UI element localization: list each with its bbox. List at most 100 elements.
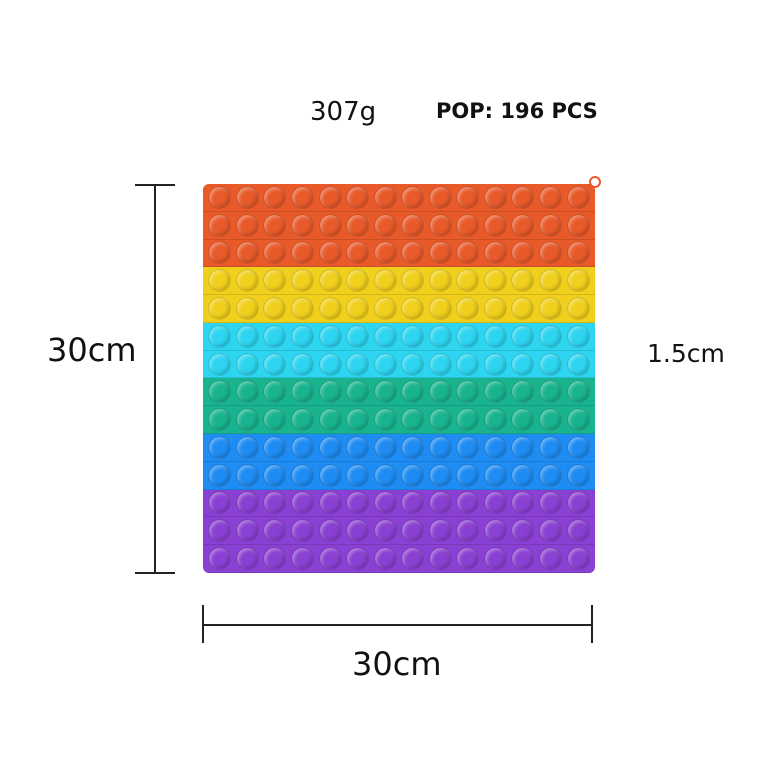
pop-bubble[interactable] bbox=[319, 214, 341, 236]
pop-bubble[interactable] bbox=[347, 325, 369, 347]
pop-bubble[interactable] bbox=[540, 520, 562, 542]
pop-bubble[interactable] bbox=[457, 436, 479, 458]
pop-bubble[interactable] bbox=[347, 548, 369, 570]
pop-bubble[interactable] bbox=[429, 409, 451, 431]
pop-bubble[interactable] bbox=[512, 186, 534, 208]
pop-bubble[interactable] bbox=[540, 242, 562, 264]
pop-bubble[interactable] bbox=[236, 242, 258, 264]
pop-bubble[interactable] bbox=[264, 464, 286, 486]
pop-bubble[interactable] bbox=[209, 214, 231, 236]
pop-bubble[interactable] bbox=[484, 214, 506, 236]
pop-bubble[interactable] bbox=[209, 270, 231, 292]
pop-bubble[interactable] bbox=[236, 409, 258, 431]
pop-bubble[interactable] bbox=[291, 381, 313, 403]
pop-bubble[interactable] bbox=[429, 353, 451, 375]
pop-bubble[interactable] bbox=[291, 186, 313, 208]
pop-bubble[interactable] bbox=[484, 548, 506, 570]
pop-bubble[interactable] bbox=[319, 464, 341, 486]
pop-bubble[interactable] bbox=[512, 520, 534, 542]
pop-bubble[interactable] bbox=[347, 381, 369, 403]
pop-bubble[interactable] bbox=[457, 548, 479, 570]
pop-bubble[interactable] bbox=[264, 492, 286, 514]
pop-bubble[interactable] bbox=[236, 464, 258, 486]
pop-bubble[interactable] bbox=[457, 464, 479, 486]
pop-bubble[interactable] bbox=[264, 242, 286, 264]
pop-bubble[interactable] bbox=[540, 353, 562, 375]
pop-bubble[interactable] bbox=[512, 409, 534, 431]
pop-bubble[interactable] bbox=[236, 325, 258, 347]
pop-bubble[interactable] bbox=[209, 325, 231, 347]
pop-bubble[interactable] bbox=[347, 409, 369, 431]
pop-bubble[interactable] bbox=[540, 409, 562, 431]
pop-bubble[interactable] bbox=[347, 298, 369, 320]
pop-bubble[interactable] bbox=[347, 242, 369, 264]
pop-bubble[interactable] bbox=[291, 353, 313, 375]
pop-bubble[interactable] bbox=[347, 186, 369, 208]
pop-bubble[interactable] bbox=[347, 436, 369, 458]
pop-bubble[interactable] bbox=[512, 242, 534, 264]
pop-bubble[interactable] bbox=[512, 270, 534, 292]
pop-bubble[interactable] bbox=[374, 464, 396, 486]
pop-bubble[interactable] bbox=[374, 186, 396, 208]
pop-bubble[interactable] bbox=[347, 270, 369, 292]
pop-bubble[interactable] bbox=[209, 520, 231, 542]
pop-bubble[interactable] bbox=[209, 464, 231, 486]
pop-bubble[interactable] bbox=[402, 409, 424, 431]
pop-bubble[interactable] bbox=[291, 436, 313, 458]
pop-bubble[interactable] bbox=[291, 464, 313, 486]
pop-bubble[interactable] bbox=[264, 270, 286, 292]
pop-bubble[interactable] bbox=[484, 381, 506, 403]
pop-bubble[interactable] bbox=[402, 186, 424, 208]
pop-bubble[interactable] bbox=[567, 409, 589, 431]
pop-bubble[interactable] bbox=[402, 381, 424, 403]
pop-bubble[interactable] bbox=[291, 409, 313, 431]
pop-bubble[interactable] bbox=[540, 492, 562, 514]
pop-bubble[interactable] bbox=[567, 436, 589, 458]
pop-bubble[interactable] bbox=[402, 214, 424, 236]
pop-bubble[interactable] bbox=[402, 353, 424, 375]
pop-bubble[interactable] bbox=[209, 409, 231, 431]
pop-bubble[interactable] bbox=[512, 325, 534, 347]
pop-bubble[interactable] bbox=[236, 436, 258, 458]
pop-bubble[interactable] bbox=[347, 214, 369, 236]
pop-bubble[interactable] bbox=[291, 242, 313, 264]
pop-bubble[interactable] bbox=[209, 548, 231, 570]
pop-bubble[interactable] bbox=[567, 492, 589, 514]
pop-bubble[interactable] bbox=[319, 520, 341, 542]
pop-bubble[interactable] bbox=[291, 520, 313, 542]
pop-bubble[interactable] bbox=[567, 186, 589, 208]
pop-bubble[interactable] bbox=[457, 325, 479, 347]
pop-bubble[interactable] bbox=[512, 214, 534, 236]
pop-bubble[interactable] bbox=[402, 436, 424, 458]
pop-bubble[interactable] bbox=[264, 548, 286, 570]
pop-bubble[interactable] bbox=[429, 186, 451, 208]
pop-bubble[interactable] bbox=[429, 381, 451, 403]
pop-bubble[interactable] bbox=[457, 298, 479, 320]
pop-bubble[interactable] bbox=[567, 381, 589, 403]
pop-bubble[interactable] bbox=[374, 325, 396, 347]
pop-bubble[interactable] bbox=[319, 325, 341, 347]
pop-bubble[interactable] bbox=[402, 520, 424, 542]
pop-bubble[interactable] bbox=[319, 242, 341, 264]
pop-bubble[interactable] bbox=[484, 298, 506, 320]
pop-bubble[interactable] bbox=[319, 548, 341, 570]
pop-bubble[interactable] bbox=[319, 409, 341, 431]
pop-bubble[interactable] bbox=[457, 214, 479, 236]
pop-bubble[interactable] bbox=[374, 548, 396, 570]
pop-bubble[interactable] bbox=[236, 298, 258, 320]
pop-bubble[interactable] bbox=[567, 464, 589, 486]
pop-bubble[interactable] bbox=[540, 548, 562, 570]
pop-bubble[interactable] bbox=[402, 270, 424, 292]
pop-bubble[interactable] bbox=[209, 353, 231, 375]
pop-bubble[interactable] bbox=[347, 492, 369, 514]
pop-bubble[interactable] bbox=[291, 270, 313, 292]
pop-bubble[interactable] bbox=[457, 186, 479, 208]
pop-bubble[interactable] bbox=[374, 298, 396, 320]
pop-bubble[interactable] bbox=[236, 520, 258, 542]
pop-bubble[interactable] bbox=[291, 325, 313, 347]
pop-bubble[interactable] bbox=[319, 270, 341, 292]
pop-bubble[interactable] bbox=[512, 492, 534, 514]
pop-bubble[interactable] bbox=[236, 186, 258, 208]
pop-bubble[interactable] bbox=[291, 492, 313, 514]
pop-bubble[interactable] bbox=[236, 353, 258, 375]
